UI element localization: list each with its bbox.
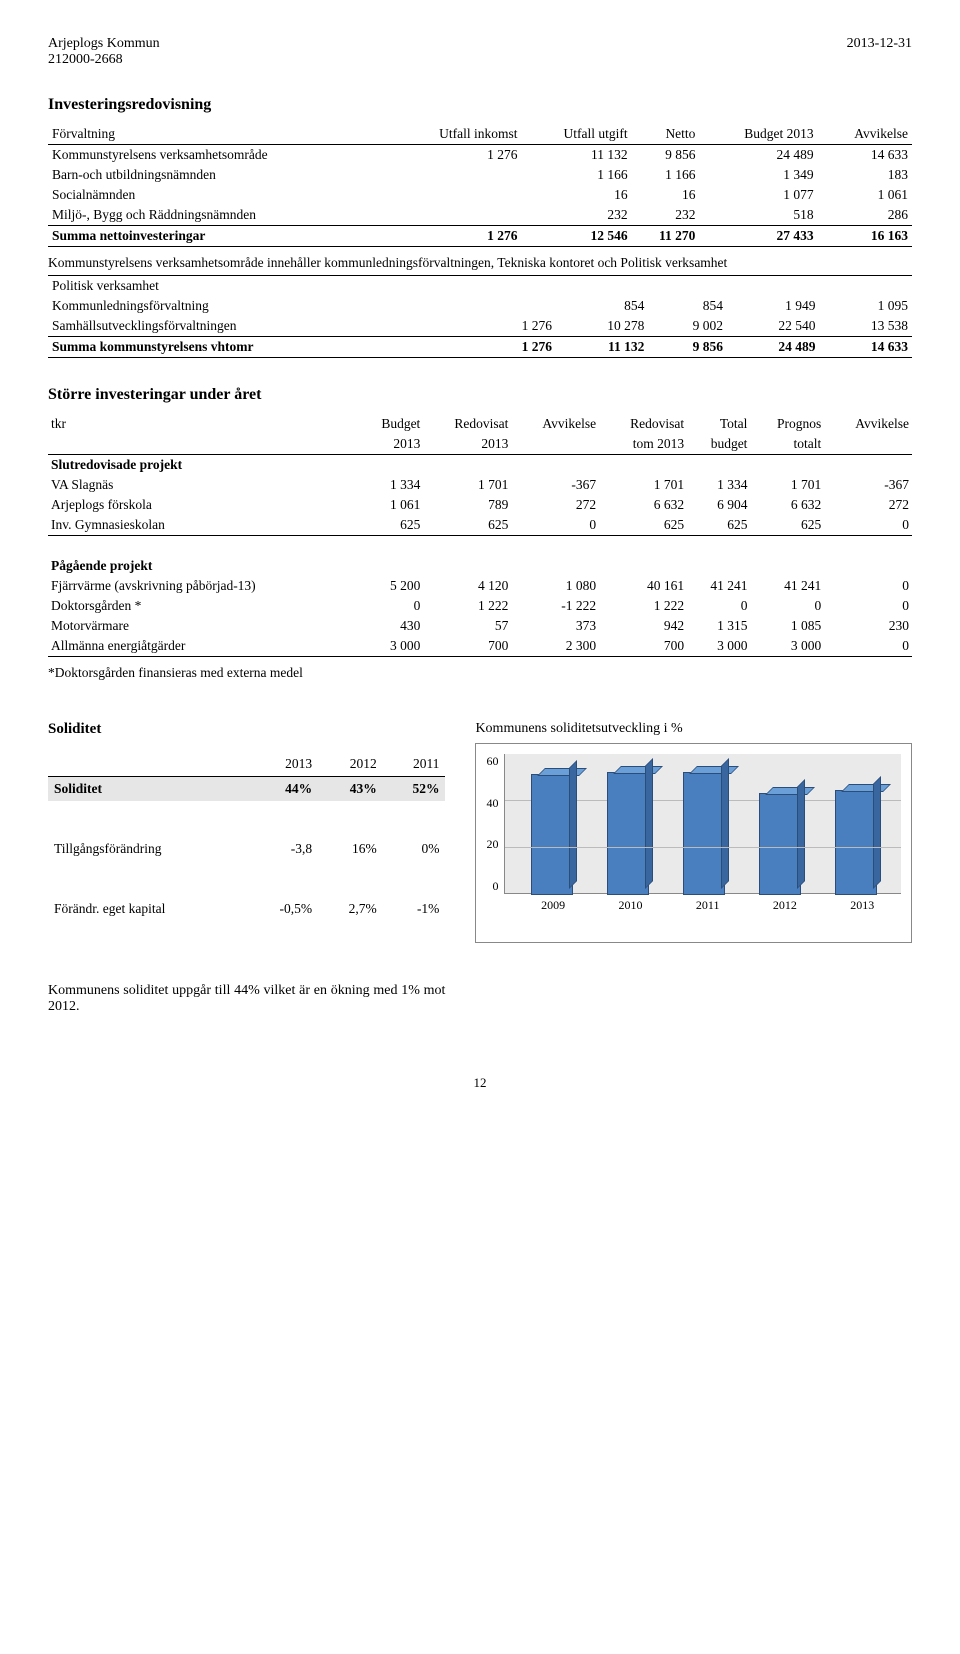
year-header: 2011 (383, 752, 446, 777)
table-row: Inv. Gymnasieskolan62562506256256250 (48, 515, 912, 536)
col-header: Förvaltning (48, 124, 390, 145)
org-name: Arjeplogs Kommun (48, 36, 160, 52)
report-date: 2013-12-31 (847, 36, 912, 68)
col-header: tkr (48, 414, 357, 434)
col-subheader (48, 434, 357, 455)
sum-row: Summa kommunstyrelsens vhtomr1 27611 132… (48, 337, 912, 358)
group-header: Pågående projekt (48, 556, 912, 576)
sum-row: Summa nettoinvesteringar1 27612 54611 27… (48, 226, 912, 247)
col-subheader: totalt (750, 434, 824, 455)
col-header: Avvikelse (818, 124, 912, 145)
section1-title: Investeringsredovisning (48, 96, 912, 114)
table-row: VA Slagnäs1 3341 701-3671 7011 3341 701-… (48, 475, 912, 495)
col-header: Utfall utgift (521, 124, 631, 145)
col-header: Avvikelse (824, 414, 912, 434)
col-header: Redovisat (423, 414, 511, 434)
chart-x-axis: 20092010201120122013 (486, 898, 901, 913)
col-header: Total (687, 414, 750, 434)
section1-note: Kommunstyrelsens verksamhetsområde inneh… (48, 255, 912, 271)
soliditet-table: 201320122011 Soliditet44%43%52% Tillgång… (48, 752, 445, 921)
col-header: Budget 2013 (699, 124, 817, 145)
subgroup-header: Politisk verksamhet (48, 276, 912, 297)
col-header: Redovisat (599, 414, 687, 434)
section2-footnote: *Doktorsgården finansieras med externa m… (48, 665, 912, 681)
chart-bar (683, 772, 723, 893)
col-subheader (511, 434, 599, 455)
table-row: Socialnämnden16161 0771 061 (48, 185, 912, 205)
soliditet-chart: 6040200 20092010201120122013 (475, 743, 912, 943)
col-subheader (824, 434, 912, 455)
chart-bar (531, 774, 571, 893)
col-subheader: 2013 (357, 434, 423, 455)
table-row: Kommunstyrelsens verksamhetsområde1 2761… (48, 145, 912, 166)
investment-table-part2: Politisk verksamhetKommunledningsförvalt… (48, 275, 912, 358)
chart-plot (504, 754, 901, 894)
table-row: Fjärrvärme (avskrivning påbörjad-13)5 20… (48, 576, 912, 596)
col-subheader: 2013 (423, 434, 511, 455)
larger-investments-table: tkrBudgetRedovisatAvvikelseRedovisatTota… (48, 414, 912, 657)
col-header: Netto (632, 124, 700, 145)
table-row: Samhällsutvecklingsförvaltningen1 27610 … (48, 316, 912, 337)
chart-y-axis: 6040200 (486, 754, 504, 894)
table-row: Doktorsgården *01 222-1 2221 222000 (48, 596, 912, 616)
col-header: Prognos (750, 414, 824, 434)
table-row: Arjeplogs förskola1 0617892726 6326 9046… (48, 495, 912, 515)
col-header: Budget (357, 414, 423, 434)
page-number: 12 (48, 1075, 912, 1091)
table-row: Kommunledningsförvaltning8548541 9491 09… (48, 296, 912, 316)
year-header: 2012 (318, 752, 383, 777)
chart-title: Kommunens soliditetsutveckling i % (475, 721, 912, 737)
table-row: Motorvärmare430573739421 3151 085230 (48, 616, 912, 636)
soliditet-row: Tillgångsförändring-3,816%0% (48, 837, 445, 861)
soliditet-title: Soliditet (48, 721, 445, 738)
col-header: Utfall inkomst (390, 124, 522, 145)
investment-table: FörvaltningUtfall inkomstUtfall utgiftNe… (48, 124, 912, 247)
table-row: Barn-och utbildningsnämnden1 1661 1661 3… (48, 165, 912, 185)
chart-bar (759, 793, 799, 893)
chart-bar (607, 772, 647, 893)
col-subheader: budget (687, 434, 750, 455)
page-header: Arjeplogs Kommun 212000-2668 2013-12-31 (48, 36, 912, 68)
org-id: 212000-2668 (48, 52, 160, 68)
group-header: Slutredovisade projekt (48, 455, 912, 476)
soliditet-row: Soliditet44%43%52% (48, 777, 445, 802)
closing-text: Kommunens soliditet uppgår till 44% vilk… (48, 983, 445, 1015)
year-header: 2013 (246, 752, 318, 777)
table-row: Miljö-, Bygg och Räddningsnämnden2322325… (48, 205, 912, 226)
col-header: Avvikelse (511, 414, 599, 434)
soliditet-row: Förändr. eget kapital-0,5%2,7%-1% (48, 897, 445, 921)
section2-title: Större investeringar under året (48, 386, 912, 404)
table-row: Allmänna energiåtgärder3 0007002 3007003… (48, 636, 912, 657)
chart-bar (835, 790, 875, 893)
col-subheader: tom 2013 (599, 434, 687, 455)
